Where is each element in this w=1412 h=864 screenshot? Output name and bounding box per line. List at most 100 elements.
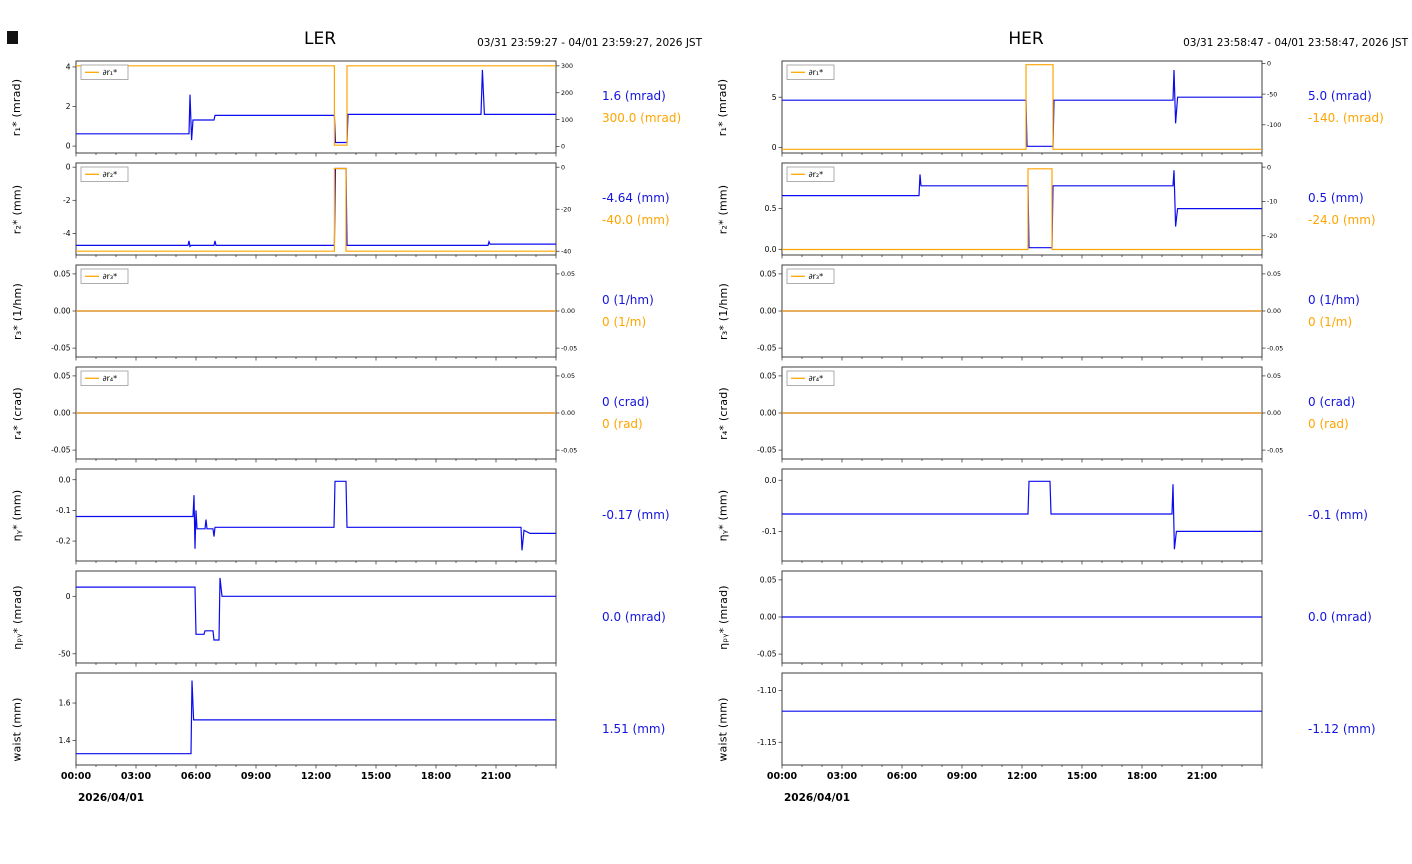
svg-text:03:00: 03:00 <box>827 771 858 782</box>
svg-text:00:00: 00:00 <box>767 771 798 782</box>
plot-canvas: 0.05 0.00 -0.05 0.05 0.00 -0.05 ∂r₃* <box>757 264 1283 361</box>
y-axis-label: r₄* (crad) <box>716 387 730 440</box>
y-axis-label: r₂* (mm) <box>10 184 24 235</box>
plot-canvas: 0.5 0.0 0 -10 -20 ∂r₂* <box>765 162 1277 259</box>
her-date-label: 2026/04/01 <box>784 792 851 804</box>
current-value-blue: 0 (1/hm) <box>602 292 654 307</box>
svg-text:0: 0 <box>1267 61 1271 68</box>
svg-text:0.0: 0.0 <box>765 476 777 485</box>
y-axis-label: waist (mm) <box>10 697 24 762</box>
plot-canvas: 0.0 -0.1 -0.2 <box>56 468 557 565</box>
plot-panel: r₂* (mm) 0 -2 -4 0 -20 -40 ∂r₂* -4.64 (mm) -40… <box>4 160 706 259</box>
current-values: -1.12 (mm) <box>1296 670 1408 789</box>
plot-panel: waist (mm) -1.10 -1.15 00:00 03:00 06:00 09:0… <box>710 670 1412 789</box>
her-time-range: 03/31 23:58:47 - 04/01 23:58:47, 2026 JS… <box>1183 37 1408 49</box>
svg-text:0.00: 0.00 <box>561 308 575 315</box>
svg-text:0.0: 0.0 <box>765 245 777 254</box>
plot-canvas: 0.05 0.00 -0.05 0.05 0.00 -0.05 ∂r₄* <box>757 366 1283 463</box>
svg-text:0.05: 0.05 <box>1267 271 1281 278</box>
svg-text:-1.10: -1.10 <box>757 686 777 695</box>
current-values: 0.5 (mm) -24.0 (mm) <box>1296 160 1408 259</box>
current-values: 0.0 (mrad) <box>590 568 702 667</box>
current-value-orange: -140. (mrad) <box>1308 111 1384 125</box>
svg-text:-100: -100 <box>1267 122 1281 129</box>
svg-text:∂r₁*: ∂r₁* <box>103 68 118 77</box>
current-values: 1.51 (mm) <box>590 670 702 789</box>
svg-text:1.4: 1.4 <box>59 736 71 745</box>
current-value-blue: -0.17 (mm) <box>602 507 670 522</box>
svg-text:15:00: 15:00 <box>1067 771 1098 782</box>
current-value-blue: -4.64 (mm) <box>602 190 670 205</box>
y-axis-label: ηᵧ* (mm) <box>10 489 24 542</box>
svg-text:09:00: 09:00 <box>241 771 272 782</box>
current-value-blue: -1.12 (mm) <box>1308 721 1376 736</box>
y-axis-label: r₁* (mrad) <box>10 78 24 137</box>
current-value-blue: 0 (crad) <box>602 394 650 409</box>
plot-panel: ηᵧ* (mm) 0.0 -0.1 -0.1 (mm) <box>710 466 1412 565</box>
svg-text:-0.1: -0.1 <box>56 506 71 515</box>
y-axis-label: r₃* (1/hm) <box>10 283 24 340</box>
svg-text:0.05: 0.05 <box>561 373 575 380</box>
svg-text:0.05: 0.05 <box>1267 373 1281 380</box>
svg-text:0.05: 0.05 <box>760 576 777 585</box>
y-axis-label: ηₚᵧ* (mrad) <box>10 585 24 650</box>
current-values: -0.17 (mm) <box>590 466 702 565</box>
plot-panel: ηₚᵧ* (mrad) 0 -50 0.0 (mrad) <box>4 568 706 667</box>
current-value-blue: 5.0 (mrad) <box>1308 88 1372 103</box>
ler-title: LER <box>303 29 337 49</box>
plot-panel: r₃* (1/hm) 0.05 0.00 -0.05 0.05 0.00 -0.05 ∂r₃… <box>4 262 706 361</box>
current-value-blue: 0.0 (mrad) <box>1308 609 1372 624</box>
current-values: -4.64 (mm) -40.0 (mm) <box>590 160 702 259</box>
current-values: 0 (crad) 0 (rad) <box>590 364 702 463</box>
svg-text:0.00: 0.00 <box>54 307 71 316</box>
svg-text:-40: -40 <box>561 248 571 255</box>
plot-panel: ηₚᵧ* (mrad) 0.05 0.00 -0.05 0.0 (mrad) <box>710 568 1412 667</box>
svg-text:0.00: 0.00 <box>760 307 777 316</box>
svg-text:4: 4 <box>66 63 71 72</box>
svg-text:1.6: 1.6 <box>59 699 71 708</box>
current-value-blue: 0.0 (mrad) <box>602 609 666 624</box>
svg-text:-0.05: -0.05 <box>51 446 71 455</box>
svg-text:12:00: 12:00 <box>1007 771 1038 782</box>
svg-text:18:00: 18:00 <box>421 771 452 782</box>
plot-panel: r₃* (1/hm) 0.05 0.00 -0.05 0.05 0.00 -0.05 ∂r₃… <box>710 262 1412 361</box>
her-panels: r₁* (mrad) 5 0 0 -50 -100 ∂r₁* 5.0 (mrad) -14… <box>710 58 1412 789</box>
svg-text:0: 0 <box>772 143 777 152</box>
svg-text:0.05: 0.05 <box>561 271 575 278</box>
svg-text:-50: -50 <box>1267 91 1277 98</box>
svg-text:-0.2: -0.2 <box>56 537 71 546</box>
svg-text:0.05: 0.05 <box>760 270 777 279</box>
ler-time-range: 03/31 23:59:27 - 04/01 23:59:27, 2026 JS… <box>477 37 702 49</box>
svg-text:0: 0 <box>66 163 71 172</box>
svg-text:09:00: 09:00 <box>947 771 978 782</box>
svg-text:-0.05: -0.05 <box>757 344 777 353</box>
svg-text:0.05: 0.05 <box>54 372 71 381</box>
current-values: 0 (1/hm) 0 (1/m) <box>590 262 702 361</box>
svg-text:∂r₄*: ∂r₄* <box>809 374 824 383</box>
svg-text:18:00: 18:00 <box>1127 771 1158 782</box>
window-corner-mark <box>7 31 18 44</box>
current-value-blue: 1.6 (mrad) <box>602 88 666 103</box>
svg-text:0.00: 0.00 <box>760 409 777 418</box>
svg-text:06:00: 06:00 <box>887 771 918 782</box>
svg-text:03:00: 03:00 <box>121 771 152 782</box>
svg-text:0.05: 0.05 <box>760 372 777 381</box>
svg-text:06:00: 06:00 <box>181 771 212 782</box>
svg-text:0.00: 0.00 <box>1267 410 1281 417</box>
current-value-blue: -0.1 (mm) <box>1308 507 1368 522</box>
svg-text:-0.1: -0.1 <box>762 527 777 536</box>
her-header: HER 03/31 23:58:47 - 04/01 23:58:47, 202… <box>710 28 1412 58</box>
plot-panel: r₁* (mrad) 4 2 0 300 200 100 0 ∂r₁* 1.6 (mrad) … <box>4 58 706 157</box>
svg-text:-0.05: -0.05 <box>51 344 71 353</box>
current-value-blue: 1.51 (mm) <box>602 721 666 736</box>
y-axis-label: ηₚᵧ* (mrad) <box>716 585 730 650</box>
plot-panel: r₁* (mrad) 5 0 0 -50 -100 ∂r₁* 5.0 (mrad) -14… <box>710 58 1412 157</box>
current-value-blue: 0 (1/hm) <box>1308 292 1360 307</box>
current-values: 0 (crad) 0 (rad) <box>1296 364 1408 463</box>
svg-text:-0.05: -0.05 <box>561 447 577 454</box>
svg-text:-0.05: -0.05 <box>561 345 577 352</box>
current-values: 0.0 (mrad) <box>1296 568 1408 667</box>
svg-text:0.00: 0.00 <box>760 613 777 622</box>
svg-text:-0.05: -0.05 <box>1267 447 1283 454</box>
